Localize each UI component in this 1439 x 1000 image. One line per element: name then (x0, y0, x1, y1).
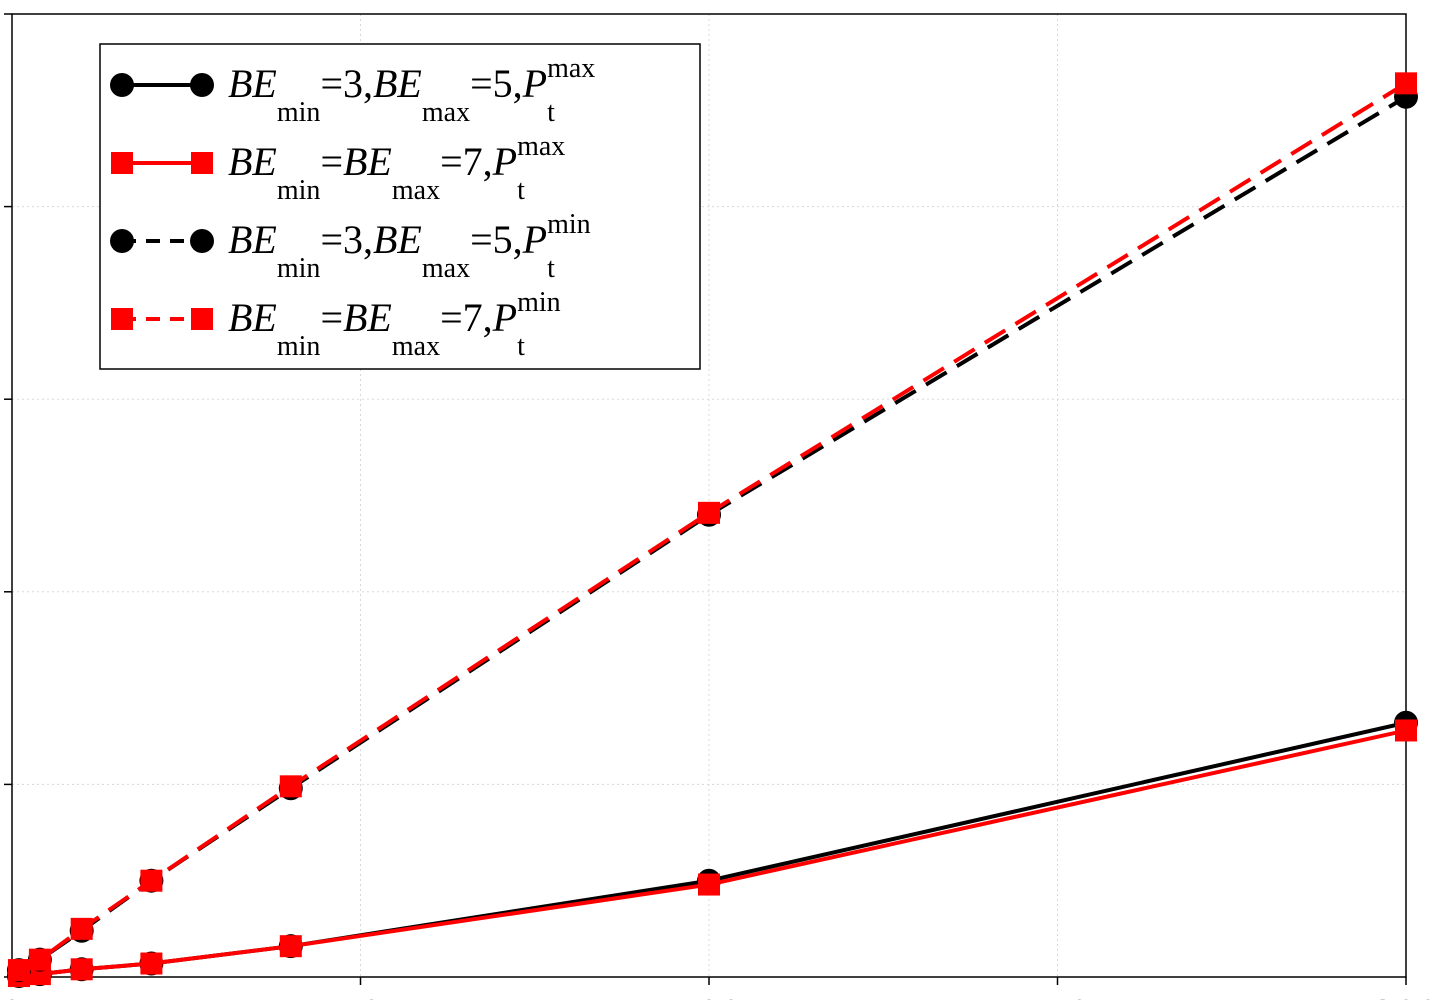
legend-label: min (277, 331, 321, 362)
legend-label: BE (343, 139, 392, 184)
legend-label: =3, (320, 217, 373, 262)
marker (698, 501, 720, 524)
legend-label: BE (228, 61, 277, 106)
marker (698, 873, 720, 896)
legend-label: =5, (470, 217, 523, 262)
legend-label: P (492, 295, 517, 340)
x-tick-label: 50 (339, 990, 383, 1000)
marker (190, 73, 214, 97)
legend-label: =7, (440, 139, 493, 184)
legend-label: max (547, 53, 595, 84)
legend-label: t (517, 331, 525, 362)
marker (191, 308, 213, 330)
legend-label: BE (373, 217, 422, 262)
legend-label: =3, (320, 61, 373, 106)
legend-label: min (277, 97, 321, 128)
marker (7, 959, 30, 982)
legend-label: min (517, 287, 561, 318)
legend-label: BE (343, 295, 392, 340)
legend-label: max (392, 331, 440, 362)
legend-label: max (517, 131, 565, 162)
legend-label: min (277, 175, 321, 206)
legend-label: max (392, 175, 440, 206)
legend-label: t (547, 253, 555, 284)
marker (1395, 719, 1417, 742)
x-tick-label: 150 (1025, 990, 1091, 1000)
series-line (18, 720, 1407, 979)
legend-label: P (522, 61, 547, 106)
legend-label: max (422, 97, 470, 128)
marker (140, 869, 163, 892)
legend-label: min (277, 253, 321, 284)
marker (110, 73, 134, 97)
legend-label: BE (228, 217, 277, 262)
x-tick-label: 0 (1, 990, 23, 1000)
plot-frame (11, 13, 1407, 978)
legend-label: =5, (470, 61, 523, 106)
legend-label: P (522, 217, 547, 262)
marker (110, 229, 134, 253)
legend-label: P (492, 139, 517, 184)
x-tick-label: 100 (676, 990, 742, 1000)
legend-label: BE (373, 61, 422, 106)
x-tick-label: 200 (1373, 990, 1439, 1000)
marker (28, 948, 51, 971)
series-line (18, 728, 1407, 979)
legend-label: BE (228, 295, 277, 340)
marker (111, 152, 133, 174)
legend-label: max (422, 253, 470, 284)
marker (70, 917, 93, 940)
legend-label: = (320, 295, 343, 340)
marker (279, 775, 302, 798)
legend-label: =7, (440, 295, 493, 340)
legend-label: t (547, 97, 555, 128)
marker (191, 152, 213, 174)
legend-label: = (320, 139, 343, 184)
marker (111, 308, 133, 330)
legend-label: t (517, 175, 525, 206)
legend-label: BE (228, 139, 277, 184)
marker (279, 935, 302, 958)
marker (70, 958, 93, 981)
legend-label: min (547, 209, 591, 240)
marker (190, 229, 214, 253)
marker (140, 952, 163, 975)
marker (1395, 72, 1417, 95)
